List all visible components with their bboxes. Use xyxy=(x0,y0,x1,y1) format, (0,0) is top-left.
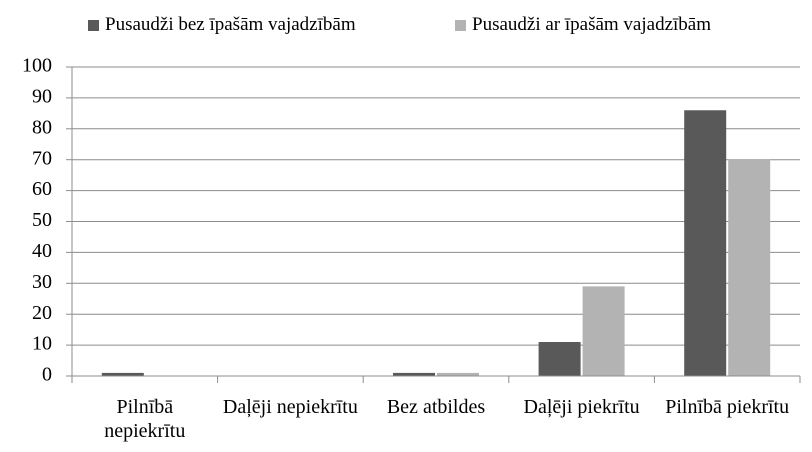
y-tick-label: 0 xyxy=(42,364,52,386)
x-tick-label: Daļēji nepiekrītu xyxy=(222,396,358,418)
y-tick-label: 30 xyxy=(32,271,52,293)
legend-swatch xyxy=(88,19,99,31)
y-tick-label: 40 xyxy=(32,240,52,262)
y-tick-label: 60 xyxy=(32,178,52,200)
x-tick-label: Daļēji piekrītu xyxy=(523,396,640,418)
bar xyxy=(393,372,435,376)
y-tick-label: 90 xyxy=(32,85,52,107)
bar xyxy=(728,159,771,376)
x-tick-label: Bez atbildes xyxy=(386,396,486,418)
y-tick-label: 10 xyxy=(32,333,52,355)
x-tick-label: Pilnībā piekrītu xyxy=(665,396,790,418)
legend-item: Pusaudži ar īpašām vajadzībām xyxy=(455,14,711,36)
legend-label: Pusaudži bez īpašām vajadzībām xyxy=(105,14,356,35)
legend-swatch xyxy=(455,19,466,31)
y-tick-label: 50 xyxy=(32,209,52,231)
y-tick-label: 80 xyxy=(32,116,52,138)
x-tick-label: Pilnībā nepiekrītu xyxy=(104,396,186,442)
legend-item: Pusaudži bez īpašām vajadzībām xyxy=(88,14,356,36)
legend-label: Pusaudži ar īpašām vajadzībām xyxy=(472,14,712,35)
y-tick-label: 70 xyxy=(32,147,52,169)
y-tick-label: 100 xyxy=(22,55,52,77)
bar xyxy=(101,372,144,376)
bar xyxy=(582,286,625,376)
bar xyxy=(538,342,581,376)
bar xyxy=(437,372,479,376)
bar xyxy=(684,110,727,376)
y-tick-label: 20 xyxy=(32,302,52,324)
